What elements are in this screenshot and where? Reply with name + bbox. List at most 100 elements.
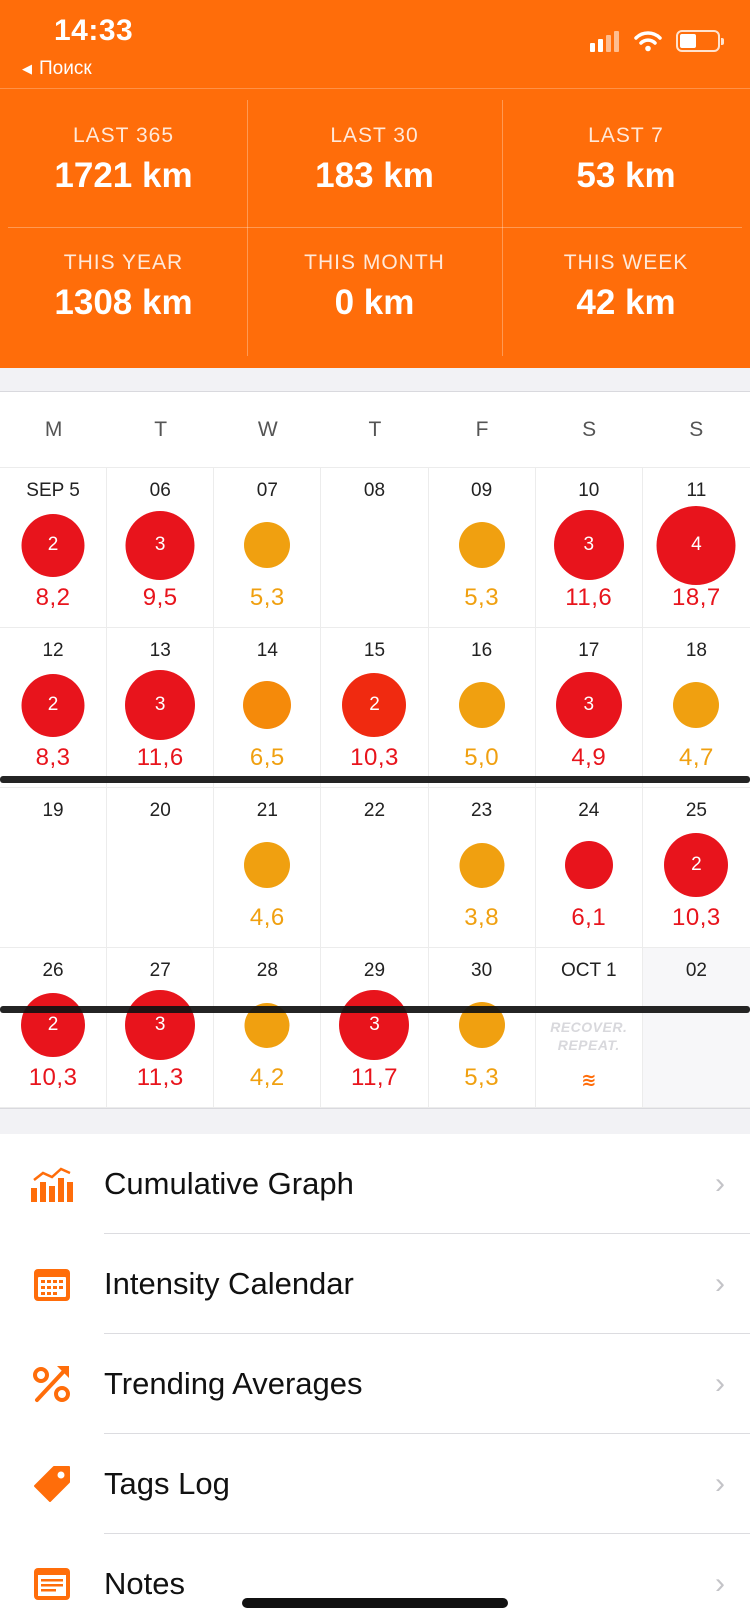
calendar-date-label: SEP 5 (26, 480, 80, 501)
notes-icon (0, 1566, 104, 1602)
calendar-day-cell[interactable]: 24 6,1 (535, 788, 643, 948)
calendar-grid: SEP 5 2 8,2 06 3 9,5 07 5,3 08 09 5,3 10 3 11,6 11 4 18,… (0, 467, 750, 1108)
stat-value: 42 km (576, 283, 676, 322)
run-count-badge: 2 (21, 513, 85, 577)
run-dot (564, 841, 613, 889)
calendar-date-label: 09 (471, 480, 493, 501)
distance-label: 10,3 (350, 744, 399, 771)
back-arrow-icon: ◀ (22, 61, 32, 76)
stat-last-7[interactable]: LAST 7 53 km (502, 124, 750, 196)
menu-item-intensity-calendar[interactable]: Intensity Calendar › (0, 1234, 750, 1334)
run-count-badge: 4 (656, 505, 736, 585)
distance-label: 4,2 (249, 1064, 285, 1091)
distance-label: 11,3 (136, 1064, 184, 1091)
calendar-day-cell[interactable]: 02 (642, 948, 750, 1108)
distance-label: 9,5 (142, 584, 178, 611)
calendar-day-cell[interactable]: 14 6,5 (214, 628, 322, 788)
menu-item-cumulative-graph[interactable]: Cumulative Graph › (0, 1134, 750, 1234)
run-dot (673, 682, 720, 728)
stats-header: 14:33 ◀ Поиск LAST 365 1721 km LAST 30 1… (0, 0, 750, 368)
calendar-day-cell[interactable]: 06 3 9,5 (107, 468, 215, 628)
tag-icon (0, 1464, 104, 1504)
calendar-day-cell[interactable]: SEP 5 2 8,2 (0, 468, 108, 628)
chevron-right-icon: › (715, 1467, 725, 1500)
calendar-date-label: 11 (686, 480, 707, 501)
weekday-label: W (257, 418, 278, 441)
stat-this-year[interactable]: THIS YEAR 1308 km (0, 251, 247, 323)
recover-line: RECOVER. (550, 1019, 628, 1035)
calendar-day-cell[interactable]: 08 (321, 468, 429, 628)
stat-this-week[interactable]: THIS WEEK 42 km (502, 251, 750, 323)
run-count-badge: 3 (125, 670, 196, 740)
run-dot (244, 522, 291, 568)
stat-last-30[interactable]: LAST 30 183 km (247, 124, 502, 196)
calendar-day-cell[interactable]: 25 2 10,3 (642, 788, 750, 948)
stat-label: THIS MONTH (304, 251, 445, 274)
calendar-day-cell[interactable]: 19 (0, 788, 108, 948)
section-spacer (0, 368, 750, 392)
calendar-day-cell[interactable]: 26 2 10,3 (0, 948, 108, 1108)
back-button[interactable]: ◀ Поиск (22, 58, 92, 80)
calendar-day-cell[interactable]: 28 4,2 (214, 948, 322, 1108)
calendar-day-cell[interactable]: 18 4,7 (642, 628, 750, 788)
stats-divider (8, 227, 742, 228)
distance-label: 4,9 (571, 744, 607, 771)
calendar-day-cell[interactable]: OCT 1 RECOVER. REPEAT. ≋ (535, 948, 643, 1108)
calendar-date-label: 24 (578, 800, 600, 821)
stat-this-month[interactable]: THIS MONTH 0 km (247, 251, 502, 323)
calendar-date-label: 25 (685, 800, 707, 821)
calendar-day-cell[interactable]: 21 4,6 (214, 788, 322, 948)
calendar-date-label: 06 (149, 480, 171, 501)
status-time: 14:33 (54, 14, 134, 47)
section-spacer (0, 1108, 750, 1134)
calendar-day-cell[interactable]: 30 5,3 (428, 948, 536, 1108)
calendar-day-cell[interactable]: 22 (321, 788, 429, 948)
menu-item-notes[interactable]: Notes › (0, 1534, 750, 1624)
home-indicator[interactable] (242, 1598, 508, 1608)
calendar-date-label: 12 (42, 640, 64, 661)
menu-item-label: Cumulative Graph (104, 1166, 354, 1201)
menu-divider (104, 1333, 750, 1334)
calendar-date-label: 28 (256, 960, 278, 981)
back-label: Поиск (39, 58, 92, 79)
stat-label: THIS WEEK (563, 251, 689, 274)
stat-value: 53 km (576, 156, 676, 195)
calendar-day-cell[interactable]: 09 5,3 (428, 468, 536, 628)
calendar-date-label: 07 (256, 480, 278, 501)
calendar-day-cell[interactable]: 20 (107, 788, 215, 948)
run-count-badge: 2 (342, 673, 407, 737)
distance-label: 5,3 (464, 1064, 500, 1091)
calendar-day-cell[interactable]: 10 3 11,6 (535, 468, 643, 628)
stat-value: 1308 km (54, 283, 193, 322)
calendar-day-cell[interactable]: 17 3 4,9 (535, 628, 643, 788)
weekday-label: T (368, 418, 382, 441)
calendar-day-cell[interactable]: 13 3 11,6 (107, 628, 215, 788)
menu-divider (104, 1233, 750, 1234)
calendar-date-label: 08 (363, 480, 386, 501)
stat-label: LAST 30 (330, 124, 419, 147)
weekday-header: M T W T F S S (0, 393, 750, 467)
chevron-right-icon: › (715, 1367, 725, 1400)
menu-item-trending-averages[interactable]: Trending Averages › (0, 1334, 750, 1434)
calendar-day-cell[interactable]: 29 3 11,7 (321, 948, 429, 1108)
distance-label: 4,7 (678, 744, 714, 771)
calendar-day-cell[interactable]: 07 5,3 (214, 468, 322, 628)
calendar-day-cell[interactable]: 15 2 10,3 (321, 628, 429, 788)
calendar-day-cell[interactable]: 16 5,0 (428, 628, 536, 788)
run-dot (459, 842, 505, 888)
calendar-day-cell[interactable]: 11 4 18,7 (642, 468, 750, 628)
bar-chart-icon (0, 1164, 104, 1204)
menu-item-tags-log[interactable]: Tags Log › (0, 1434, 750, 1534)
run-count-badge: 3 (125, 510, 195, 580)
distance-label: 10,3 (28, 1064, 78, 1091)
run-count-badge: 2 (21, 673, 85, 737)
run-count-badge: 3 (339, 990, 410, 1060)
calendar-day-cell[interactable]: 23 3,8 (428, 788, 536, 948)
calendar-date-label: 14 (256, 640, 278, 661)
calendar-day-cell[interactable]: 12 2 8,3 (0, 628, 108, 788)
distance-label: 5,0 (464, 744, 500, 771)
weekday-label: S (689, 418, 704, 441)
calendar-icon (0, 1265, 104, 1303)
stat-last-365[interactable]: LAST 365 1721 km (0, 124, 247, 196)
calendar-day-cell[interactable]: 27 3 11,3 (107, 948, 215, 1108)
